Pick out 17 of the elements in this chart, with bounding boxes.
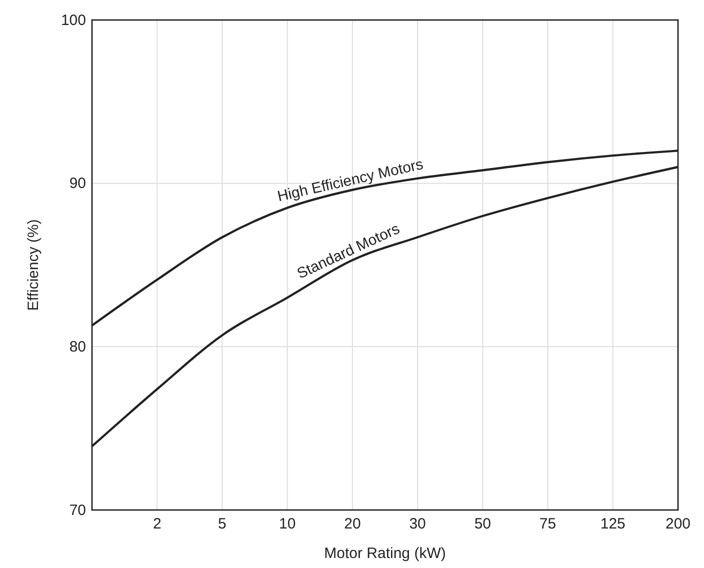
line-series	[90, 150, 680, 327]
x-tick-label: 125	[600, 516, 626, 533]
x-tick-label: 200	[665, 516, 691, 533]
x-tick-label: 50	[474, 516, 492, 533]
y-tick-label: 100	[60, 12, 86, 29]
x-tick-label: 2	[152, 516, 162, 533]
y-tick-label: 90	[69, 175, 86, 192]
x-tick-label: 20	[344, 516, 361, 533]
x-axis-title: Motor Rating (kW)	[324, 545, 446, 562]
y-tick-label: 70	[69, 502, 86, 519]
x-tick-label: 75	[539, 516, 556, 533]
y-axis-title: Efficiency (%)	[25, 219, 42, 311]
y-tick-label: 80	[69, 338, 86, 356]
x-tick-label: 5	[218, 516, 226, 533]
x-tick-label: 30	[409, 516, 426, 533]
x-tick-label: 10	[278, 516, 296, 533]
annotation: High Efficiency Motors	[276, 156, 425, 206]
